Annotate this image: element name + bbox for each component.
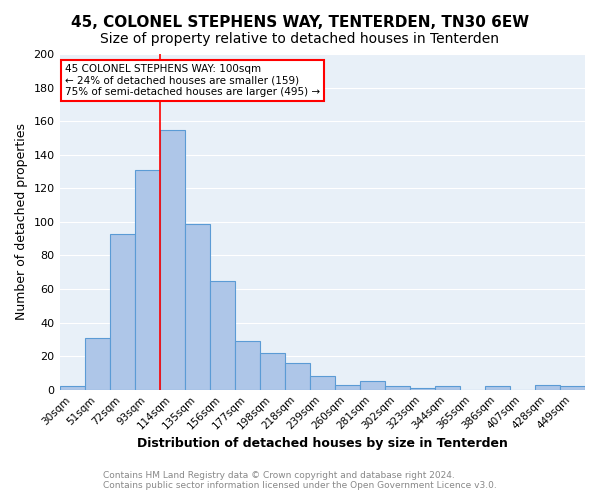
Bar (385, 386, 410, 390)
Text: 45, COLONEL STEPHENS WAY, TENTERDEN, TN30 6EW: 45, COLONEL STEPHENS WAY, TENTERDEN, TN3… (71, 15, 529, 30)
Bar (160, 130, 185, 390)
Bar (110, 234, 134, 390)
Bar (310, 376, 335, 390)
Bar (260, 353, 285, 390)
Bar (535, 384, 560, 390)
Bar (435, 386, 460, 390)
Bar (335, 384, 360, 390)
Bar (360, 382, 385, 390)
Bar (560, 386, 585, 390)
Bar (209, 280, 235, 390)
Text: 45 COLONEL STEPHENS WAY: 100sqm
← 24% of detached houses are smaller (159)
75% o: 45 COLONEL STEPHENS WAY: 100sqm ← 24% of… (65, 64, 320, 98)
Bar (410, 388, 435, 390)
Bar (134, 170, 160, 390)
X-axis label: Distribution of detached houses by size in Tenterden: Distribution of detached houses by size … (137, 437, 508, 450)
Bar (59, 386, 85, 390)
Bar (185, 224, 209, 390)
Bar (285, 363, 310, 390)
Bar (85, 338, 110, 390)
Text: Contains HM Land Registry data © Crown copyright and database right 2024.
Contai: Contains HM Land Registry data © Crown c… (103, 470, 497, 490)
Y-axis label: Number of detached properties: Number of detached properties (15, 124, 28, 320)
Bar (235, 341, 260, 390)
Bar (485, 386, 510, 390)
Text: Size of property relative to detached houses in Tenterden: Size of property relative to detached ho… (101, 32, 499, 46)
